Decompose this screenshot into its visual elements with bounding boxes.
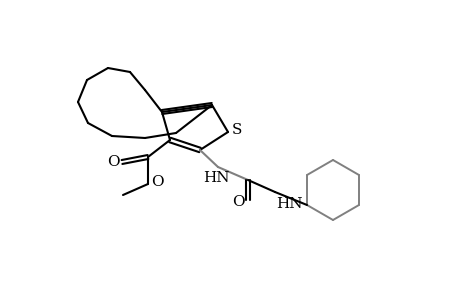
Text: O: O bbox=[106, 155, 119, 169]
Text: HN: HN bbox=[202, 171, 229, 185]
Text: O: O bbox=[231, 195, 244, 209]
Text: S: S bbox=[231, 123, 241, 137]
Text: HN: HN bbox=[275, 197, 302, 211]
Text: O: O bbox=[151, 175, 163, 189]
